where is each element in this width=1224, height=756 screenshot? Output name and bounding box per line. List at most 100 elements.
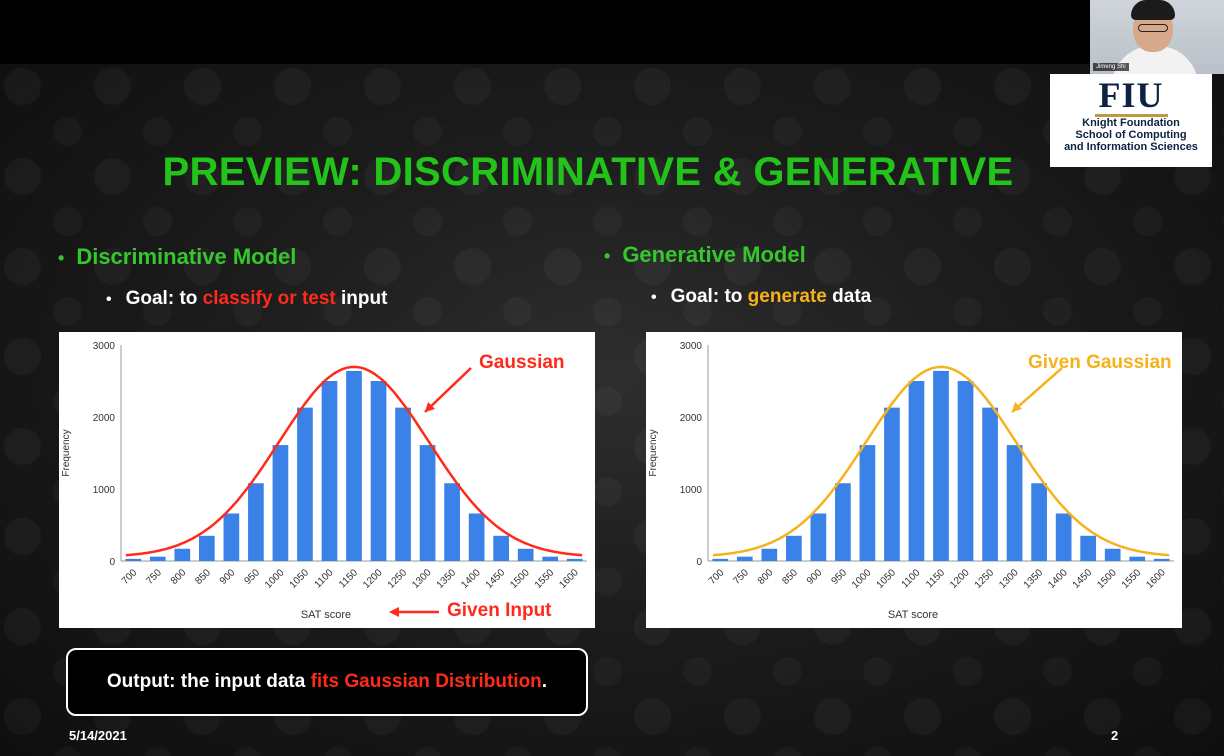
bar: [248, 483, 264, 561]
x-tick-label: 1500: [1095, 567, 1119, 591]
bar: [761, 548, 778, 561]
x-tick-label: 1450: [1071, 567, 1095, 591]
bar: [223, 513, 240, 561]
x-tick-label: 1350: [435, 567, 459, 591]
bar: [517, 548, 534, 561]
y-tick-label: 3000: [680, 341, 703, 352]
curve-annotation: Gaussian: [479, 352, 565, 373]
logo-line-2: School of Computing: [1075, 129, 1187, 141]
x-tick-label: 1350: [1022, 567, 1046, 591]
arrowhead: [389, 607, 399, 617]
left-goal-suffix: input: [335, 288, 388, 309]
bar: [835, 483, 851, 561]
output-prefix: Output: the input data: [106, 671, 306, 692]
y-tick-label: 1000: [680, 485, 703, 496]
x-tick-label: 1000: [263, 567, 287, 591]
x-tick-label: 1550: [1120, 567, 1144, 591]
left-chart: 0 1000 2000 3000 Frequency 700 750 800 850 900 950…: [61, 341, 587, 621]
right-goal-prefix: Goal: to: [670, 286, 748, 307]
right-goal-highlight: generate: [747, 286, 827, 307]
right-goal: • Goal: to generate data: [651, 286, 871, 308]
right-chart: 0 1000 2000 3000 Frequency 700 750 800 850 900 950…: [648, 341, 1174, 621]
left-heading: • Discriminative Model: [58, 244, 296, 270]
bar: [1153, 558, 1170, 561]
bar: [1006, 445, 1023, 561]
x-axis-label: SAT score: [888, 609, 938, 621]
x-tick-label: 800: [169, 567, 189, 587]
webcam-video[interactable]: Jimeng Shi: [1090, 0, 1224, 74]
bar: [272, 445, 289, 561]
left-goal-prefix: Goal: to: [125, 288, 203, 309]
x-tick-label: 750: [731, 567, 751, 587]
arrowhead: [1012, 402, 1022, 412]
bar: [566, 558, 583, 561]
bar: [444, 483, 460, 561]
x-tick-label: 1550: [533, 567, 557, 591]
bar: [884, 407, 900, 561]
x-tick-label: 700: [120, 567, 140, 587]
x-tick-label: 950: [829, 567, 849, 587]
x-tick-label: 1050: [288, 567, 312, 591]
output-suffix: .: [541, 671, 548, 692]
webcam-name-label: Jimeng Shi: [1093, 63, 1129, 71]
bullet-dot: •: [58, 248, 65, 268]
logo-line-3: and Information Sciences: [1064, 141, 1198, 153]
x-tick-label: 1300: [410, 567, 434, 591]
y-axis-label: Frequency: [61, 429, 72, 476]
x-tick-label: 1150: [924, 567, 947, 590]
bar: [542, 556, 559, 561]
x-tick-label: 850: [780, 567, 800, 587]
x-tick-label: 800: [756, 567, 776, 587]
y-tick-label: 2000: [680, 413, 703, 424]
x-tick-label: 1600: [1144, 567, 1168, 591]
left-goal-highlight: classify or test: [202, 288, 336, 309]
x-tick-label: 1100: [313, 567, 336, 590]
output-highlight: fits Gaussian Distribution: [310, 671, 542, 692]
bar: [859, 445, 876, 561]
gaussian-curve: [712, 365, 1170, 557]
bar: [908, 381, 925, 561]
x-tick-label: 900: [218, 567, 238, 587]
bar: [1080, 535, 1097, 561]
x-tick-label: 850: [193, 567, 213, 587]
bar: [785, 535, 802, 561]
bar: [810, 513, 827, 561]
bar: [933, 370, 949, 561]
x-tick-label: 1000: [850, 567, 874, 591]
y-tick-label: 3000: [93, 341, 116, 352]
arrowhead: [425, 402, 435, 412]
bar: [149, 556, 166, 561]
gaussian-curve: [125, 365, 583, 557]
x-tick-label: 950: [242, 567, 262, 587]
right-heading-text: Generative Model: [622, 242, 806, 267]
curve-annotation-arrow: [424, 367, 472, 413]
bar: [1055, 513, 1072, 561]
curve-annotation-arrow: [1011, 367, 1063, 413]
right-goal-suffix: data: [826, 286, 872, 307]
presenter-glasses: [1138, 24, 1168, 32]
bar: [370, 381, 387, 561]
bar: [1104, 548, 1121, 561]
left-chart-panel: 0 1000 2000 3000 Frequency 700 750 800 850 900 950…: [59, 332, 595, 628]
x-tick-label: 700: [707, 567, 727, 587]
x-tick-label: 1500: [508, 567, 532, 591]
page-number: 2: [1111, 728, 1119, 743]
x-tick-label: 750: [144, 567, 164, 587]
x-tick-label: 1100: [900, 567, 923, 590]
bar: [982, 407, 998, 561]
bar: [321, 381, 338, 561]
bar: [493, 535, 510, 561]
logo-line-1: Knight Foundation: [1082, 117, 1180, 129]
bar: [957, 381, 974, 561]
y-tick-label: 0: [109, 557, 115, 568]
x-tick-label: 1050: [875, 567, 899, 591]
right-heading: • Generative Model: [604, 242, 806, 268]
output-box: Output: the input data fits Gaussian Dis…: [66, 648, 588, 716]
x-tick-label: 1400: [1046, 567, 1070, 591]
bar: [174, 548, 191, 561]
left-heading-text: Discriminative Model: [76, 244, 297, 269]
bullet-dot: •: [106, 291, 112, 308]
x-axis-label: SAT score: [301, 609, 351, 621]
bar: [125, 558, 142, 561]
input-annotation: Given Input: [447, 600, 552, 621]
